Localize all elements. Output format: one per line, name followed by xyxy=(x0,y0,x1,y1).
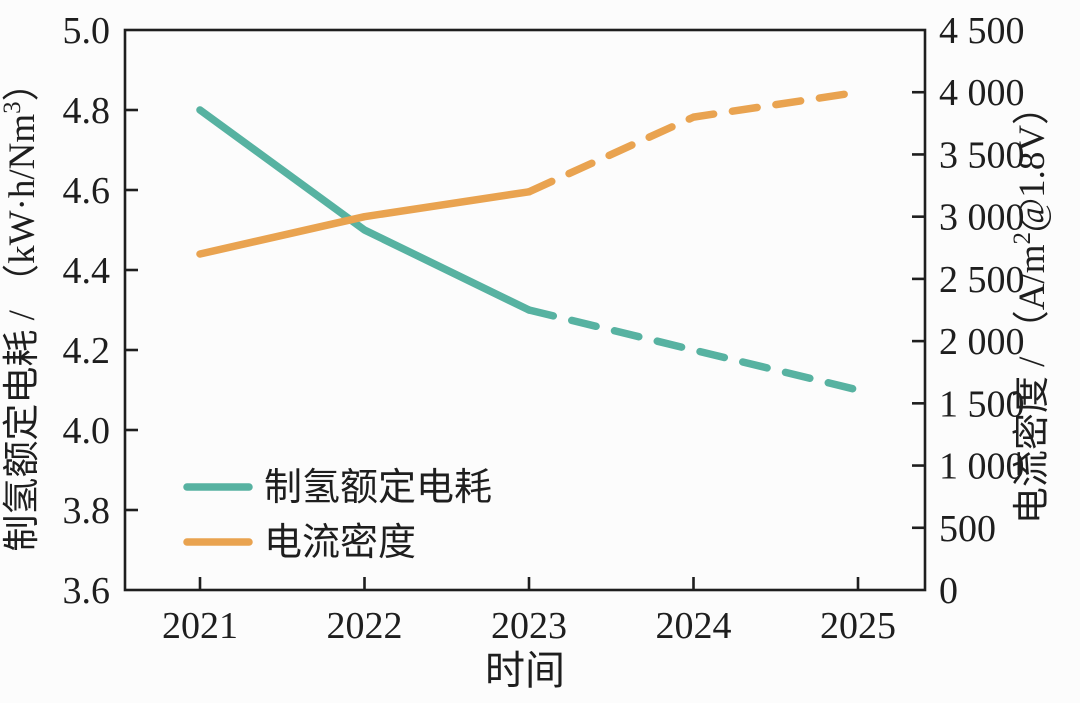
right-axis-tick-label: 2 500 xyxy=(939,259,1025,301)
left-axis-tick-label: 5.0 xyxy=(63,10,111,52)
x-axis-tick-label: 2022 xyxy=(327,605,403,647)
x-axis-tick-label: 2025 xyxy=(820,605,896,647)
left-axis-tick-label: 3.8 xyxy=(63,490,111,532)
current-density-line-dashed xyxy=(525,88,862,196)
left-axis-title: 制氢额定电耗 / （kW·h/Nm3） xyxy=(0,64,43,551)
right-axis-tick-label: 1 000 xyxy=(939,446,1025,488)
right-axis-tick-label: 4 500 xyxy=(939,10,1025,52)
x-axis-title: 时间 xyxy=(485,648,565,693)
current-density-line-solid xyxy=(196,188,533,258)
left-axis-tick-label: 4.4 xyxy=(63,250,111,292)
energy-consumption-line-solid xyxy=(196,106,533,314)
right-axis-title: 电流密度 / （A/m2@1.8V） xyxy=(1009,88,1053,524)
left-axis-tick-label: 4.6 xyxy=(63,170,111,212)
left-axis-tick-label: 4.2 xyxy=(63,330,111,372)
left-axis-tick-label: 4.8 xyxy=(63,90,111,132)
x-axis-tick-label: 2024 xyxy=(656,605,732,647)
energy-consumption-line-dashed xyxy=(525,306,862,394)
right-axis-tick-label: 2 000 xyxy=(939,321,1025,363)
right-axis-tick-label: 3 500 xyxy=(939,134,1025,176)
legend-label-current-density: 电流密度 xyxy=(264,522,416,564)
left-axis-tick-label: 4.0 xyxy=(63,410,111,452)
right-axis-tick-label: 0 xyxy=(939,570,958,612)
right-axis-tick-label: 4 000 xyxy=(939,72,1025,114)
right-axis-tick-label: 3 000 xyxy=(939,197,1025,239)
x-axis-tick-label: 2023 xyxy=(491,605,567,647)
x-axis-tick-label: 2021 xyxy=(162,605,238,647)
legend-label-energy-consumption: 制氢额定电耗 xyxy=(264,467,492,509)
right-axis-tick-label: 1 500 xyxy=(939,383,1025,425)
left-axis-tick-label: 3.6 xyxy=(63,570,111,612)
right-axis-tick-label: 500 xyxy=(939,508,996,550)
plot-frame xyxy=(123,28,927,592)
